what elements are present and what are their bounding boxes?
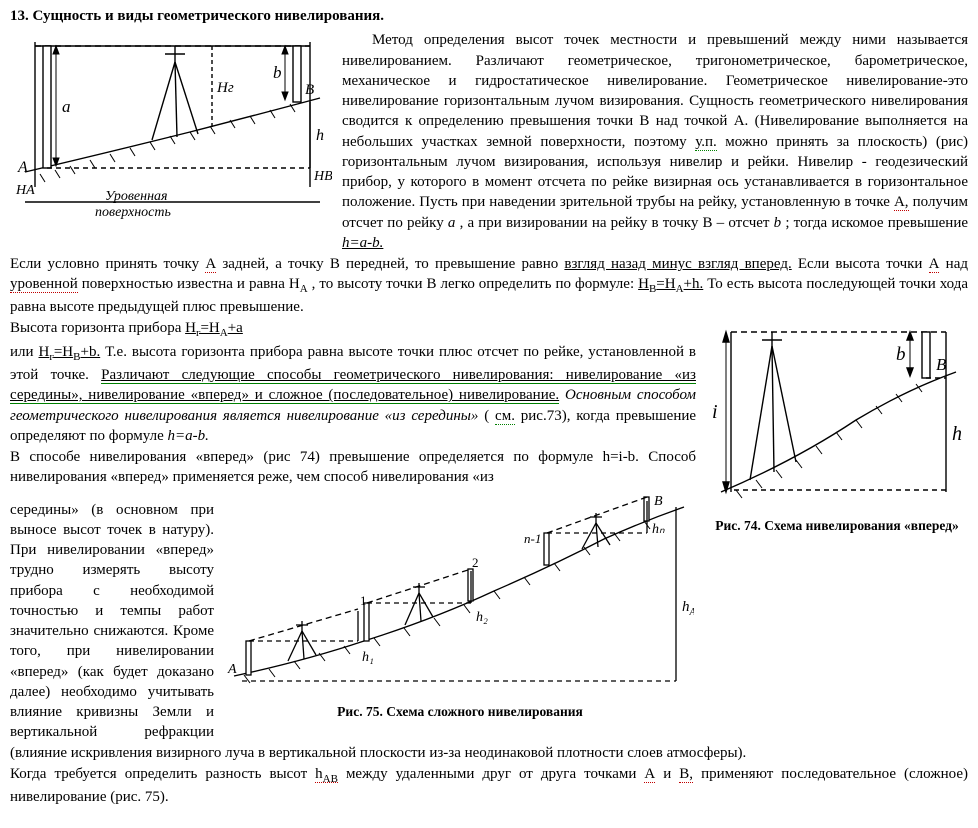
point-a: А <box>929 256 940 273</box>
figure-75-svg: A B h₁ h₂ hₙ hAB 1 2 n-1 <box>224 491 694 701</box>
abbr-cm: см. <box>495 408 515 425</box>
formula-hg-a: Нг=НА+а <box>185 320 243 336</box>
text: Когда требуется определить разность высо… <box>10 766 315 782</box>
svg-text:a: a <box>62 97 71 116</box>
text: , то высоту точки В легко определить по … <box>312 276 638 292</box>
point-a: А <box>644 766 655 783</box>
formula-hg-b: Нг=НВ+b. <box>38 344 100 360</box>
svg-text:hₙ: hₙ <box>652 522 665 537</box>
var-b: b <box>774 215 782 231</box>
formula-h-ab: h=a-b. <box>342 235 383 251</box>
svg-text:поверхность: поверхность <box>95 205 171 220</box>
paragraph-2: Если условно принять точку А задней, а т… <box>10 254 968 317</box>
var-a: а <box>448 215 456 231</box>
svg-text:B: B <box>305 82 314 98</box>
svg-text:h₂: h₂ <box>476 610 488 625</box>
text: , а при визировании на рейку в точку В –… <box>460 215 774 231</box>
svg-text:B: B <box>936 355 947 374</box>
text: или <box>10 344 38 360</box>
figure-1: a b Hг B h HВ A HА Уровенная поверхность <box>10 32 332 237</box>
point-a: А <box>205 256 216 273</box>
var-hab: hАВ <box>315 766 338 783</box>
svg-text:h: h <box>316 127 324 144</box>
paragraph-7: Когда требуется определить разность высо… <box>10 764 968 807</box>
svg-text:HА: HА <box>15 183 35 198</box>
phrase-look: взгляд назад минус взгляд вперед. <box>564 256 791 272</box>
formula-hb: НВ=НА+h. <box>638 276 703 292</box>
figure-75: A B h₁ h₂ hₙ hAB 1 2 n-1 Рис. 75. Схема … <box>224 491 696 721</box>
point-b: В, <box>679 766 693 783</box>
text: поверхностью известна и равна Н <box>82 276 300 292</box>
svg-text:Hг: Hг <box>216 80 234 96</box>
svg-text:2: 2 <box>472 555 479 570</box>
svg-text:1: 1 <box>360 593 367 608</box>
sub-a: А <box>300 283 308 295</box>
svg-text:HВ: HВ <box>313 169 332 184</box>
svg-text:b: b <box>273 63 282 82</box>
svg-text:A: A <box>17 159 28 176</box>
text: Если высота точки <box>798 256 929 272</box>
svg-text:b: b <box>896 344 906 365</box>
point-a: А, <box>894 194 909 211</box>
abbr-up: у.п. <box>695 134 717 151</box>
figure-1-svg: a b Hг B h HВ A HА Уровенная поверхность <box>10 32 332 237</box>
text: над <box>946 256 968 272</box>
section-heading: 13. Сущность и виды геометрического ниве… <box>10 6 968 26</box>
svg-text:i: i <box>712 401 718 423</box>
svg-text:n-1: n-1 <box>524 531 541 546</box>
text: Метод определения высот точек местности … <box>342 32 968 149</box>
svg-text:A: A <box>227 662 237 677</box>
word-level: уровенной <box>10 276 78 293</box>
text: задней, а точку В передней, то превышени… <box>222 256 564 272</box>
svg-text:Уровенная: Уровенная <box>105 189 168 204</box>
figure-75-caption: Рис. 75. Схема сложного нивелирования <box>224 703 696 721</box>
text: ; тогда искомое превышение <box>785 215 968 231</box>
text: и <box>663 766 679 782</box>
text: между удаленными друг от друга точками <box>346 766 644 782</box>
text: ( <box>484 408 489 424</box>
text: Если условно принять точку <box>10 256 205 272</box>
svg-text:B: B <box>654 494 663 509</box>
svg-text:hAB: hAB <box>682 599 694 618</box>
figure-74: b B i h Рис. 74. Схема нивелирования «вп… <box>706 320 968 535</box>
svg-text:h₁: h₁ <box>362 650 374 665</box>
figure-74-svg: b B i h <box>706 320 966 515</box>
formula-h-ab2: h=a-b. <box>167 428 208 444</box>
text: Высота горизонта прибора <box>10 320 185 336</box>
figure-74-caption: Рис. 74. Схема нивелирования «вперед» <box>706 517 968 535</box>
svg-text:h: h <box>952 423 962 445</box>
